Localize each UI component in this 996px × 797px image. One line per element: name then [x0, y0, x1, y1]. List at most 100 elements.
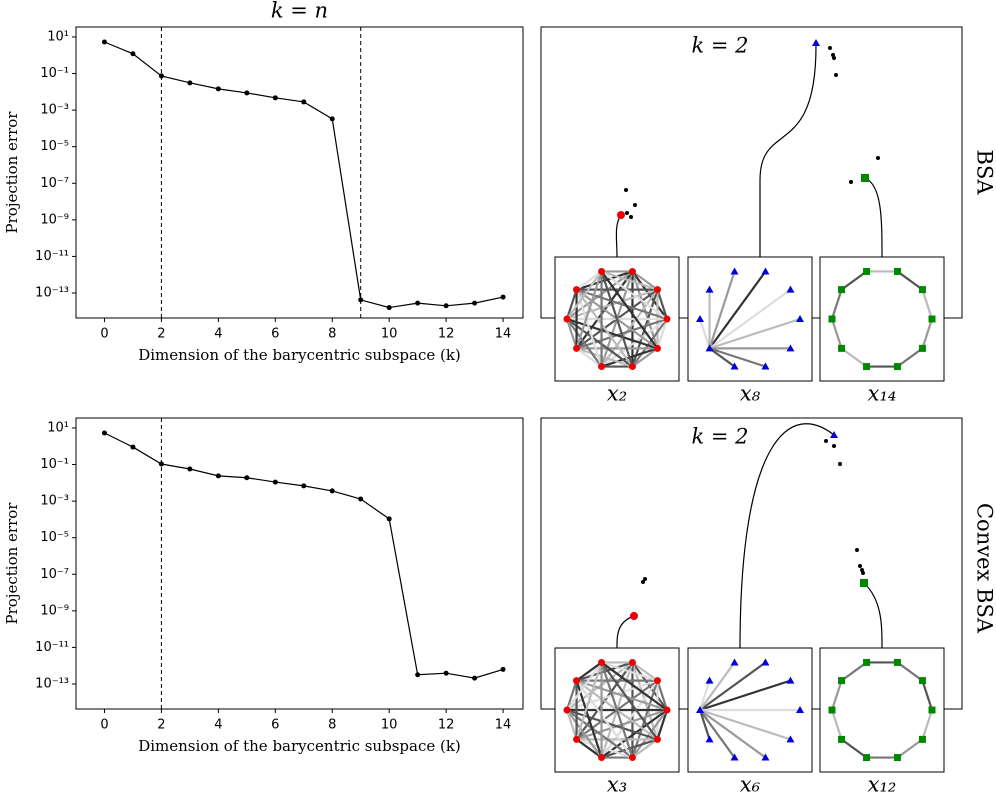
edge — [896, 270, 924, 291]
point — [358, 496, 364, 502]
point — [629, 215, 633, 219]
x-tick-label: 10 — [381, 327, 398, 342]
point — [834, 73, 838, 77]
node — [653, 344, 661, 352]
node — [598, 363, 606, 371]
node — [838, 735, 846, 743]
point — [641, 580, 645, 584]
plot-frame — [75, 26, 524, 319]
node — [705, 285, 714, 293]
edge — [708, 288, 792, 350]
point — [443, 303, 449, 309]
point — [244, 475, 250, 481]
edge — [709, 317, 801, 350]
edge — [699, 661, 767, 711]
x-axis-label: Dimension of the barycentric subspace (k… — [138, 737, 461, 755]
node — [573, 677, 581, 685]
point — [838, 462, 842, 466]
node — [828, 706, 836, 714]
inset-label: x₈ — [740, 382, 761, 406]
inset-frame — [819, 647, 945, 773]
edge — [566, 270, 634, 320]
node — [663, 315, 671, 323]
x-tick-label: 8 — [328, 718, 336, 733]
point — [215, 473, 221, 479]
edge — [600, 270, 659, 350]
point — [472, 675, 478, 681]
edge — [656, 680, 669, 711]
point — [472, 300, 478, 306]
edge — [921, 289, 934, 320]
point — [301, 483, 307, 489]
y-tick-label: 10⁻⁹ — [40, 603, 69, 618]
row-label: BSA — [973, 150, 996, 196]
point — [849, 180, 853, 184]
edge — [566, 318, 603, 368]
node — [573, 735, 581, 743]
x-tick-label: 6 — [271, 718, 279, 733]
node — [573, 286, 581, 294]
inset-frame — [819, 256, 945, 382]
point — [633, 203, 637, 207]
highlight-point — [860, 579, 868, 587]
point — [272, 479, 278, 485]
node — [838, 286, 846, 294]
edge — [698, 318, 711, 349]
edge — [575, 271, 603, 349]
node — [573, 344, 581, 352]
edge — [708, 271, 736, 349]
node — [705, 344, 714, 352]
plot-frame — [75, 417, 524, 710]
edge — [896, 738, 924, 759]
point — [386, 305, 392, 311]
node — [653, 735, 661, 743]
point — [415, 300, 421, 306]
node — [796, 315, 804, 322]
line — [104, 432, 504, 679]
edge — [566, 270, 603, 320]
edge — [575, 680, 603, 758]
point — [101, 39, 107, 45]
x-tick-label: 2 — [157, 327, 165, 342]
point — [272, 95, 278, 101]
edge — [699, 709, 736, 759]
node — [628, 363, 636, 371]
edge — [631, 662, 659, 740]
edge — [600, 318, 668, 368]
node — [786, 735, 795, 743]
node — [730, 362, 739, 370]
edge — [576, 347, 633, 368]
node — [628, 754, 636, 762]
edge — [656, 318, 669, 349]
node — [918, 677, 926, 685]
node — [838, 344, 846, 352]
x-tick-label: 14 — [495, 327, 512, 342]
edge — [565, 318, 578, 349]
y-axis-label: Projection error — [3, 111, 21, 234]
edge — [840, 347, 868, 368]
edge — [576, 288, 668, 321]
point — [130, 444, 136, 450]
edge — [575, 662, 603, 740]
edge — [601, 270, 658, 291]
edge — [840, 738, 868, 759]
x-tick-label: 6 — [271, 327, 279, 342]
node — [928, 315, 936, 323]
row-label: Convex BSA — [973, 503, 996, 634]
edge — [840, 661, 868, 682]
edge — [699, 709, 767, 759]
x-axis-label: Dimension of the barycentric subspace (k… — [138, 346, 461, 364]
y-tick-label: 10⁻⁵ — [40, 139, 69, 154]
edge — [631, 680, 659, 758]
node — [863, 363, 871, 371]
edge — [631, 738, 659, 759]
node — [598, 267, 606, 275]
node — [663, 706, 671, 714]
node — [563, 706, 571, 714]
edge — [575, 679, 634, 759]
connector — [739, 423, 835, 649]
edge — [566, 317, 658, 350]
y-tick-label: 10⁻⁷ — [40, 176, 69, 191]
edge — [830, 318, 843, 349]
